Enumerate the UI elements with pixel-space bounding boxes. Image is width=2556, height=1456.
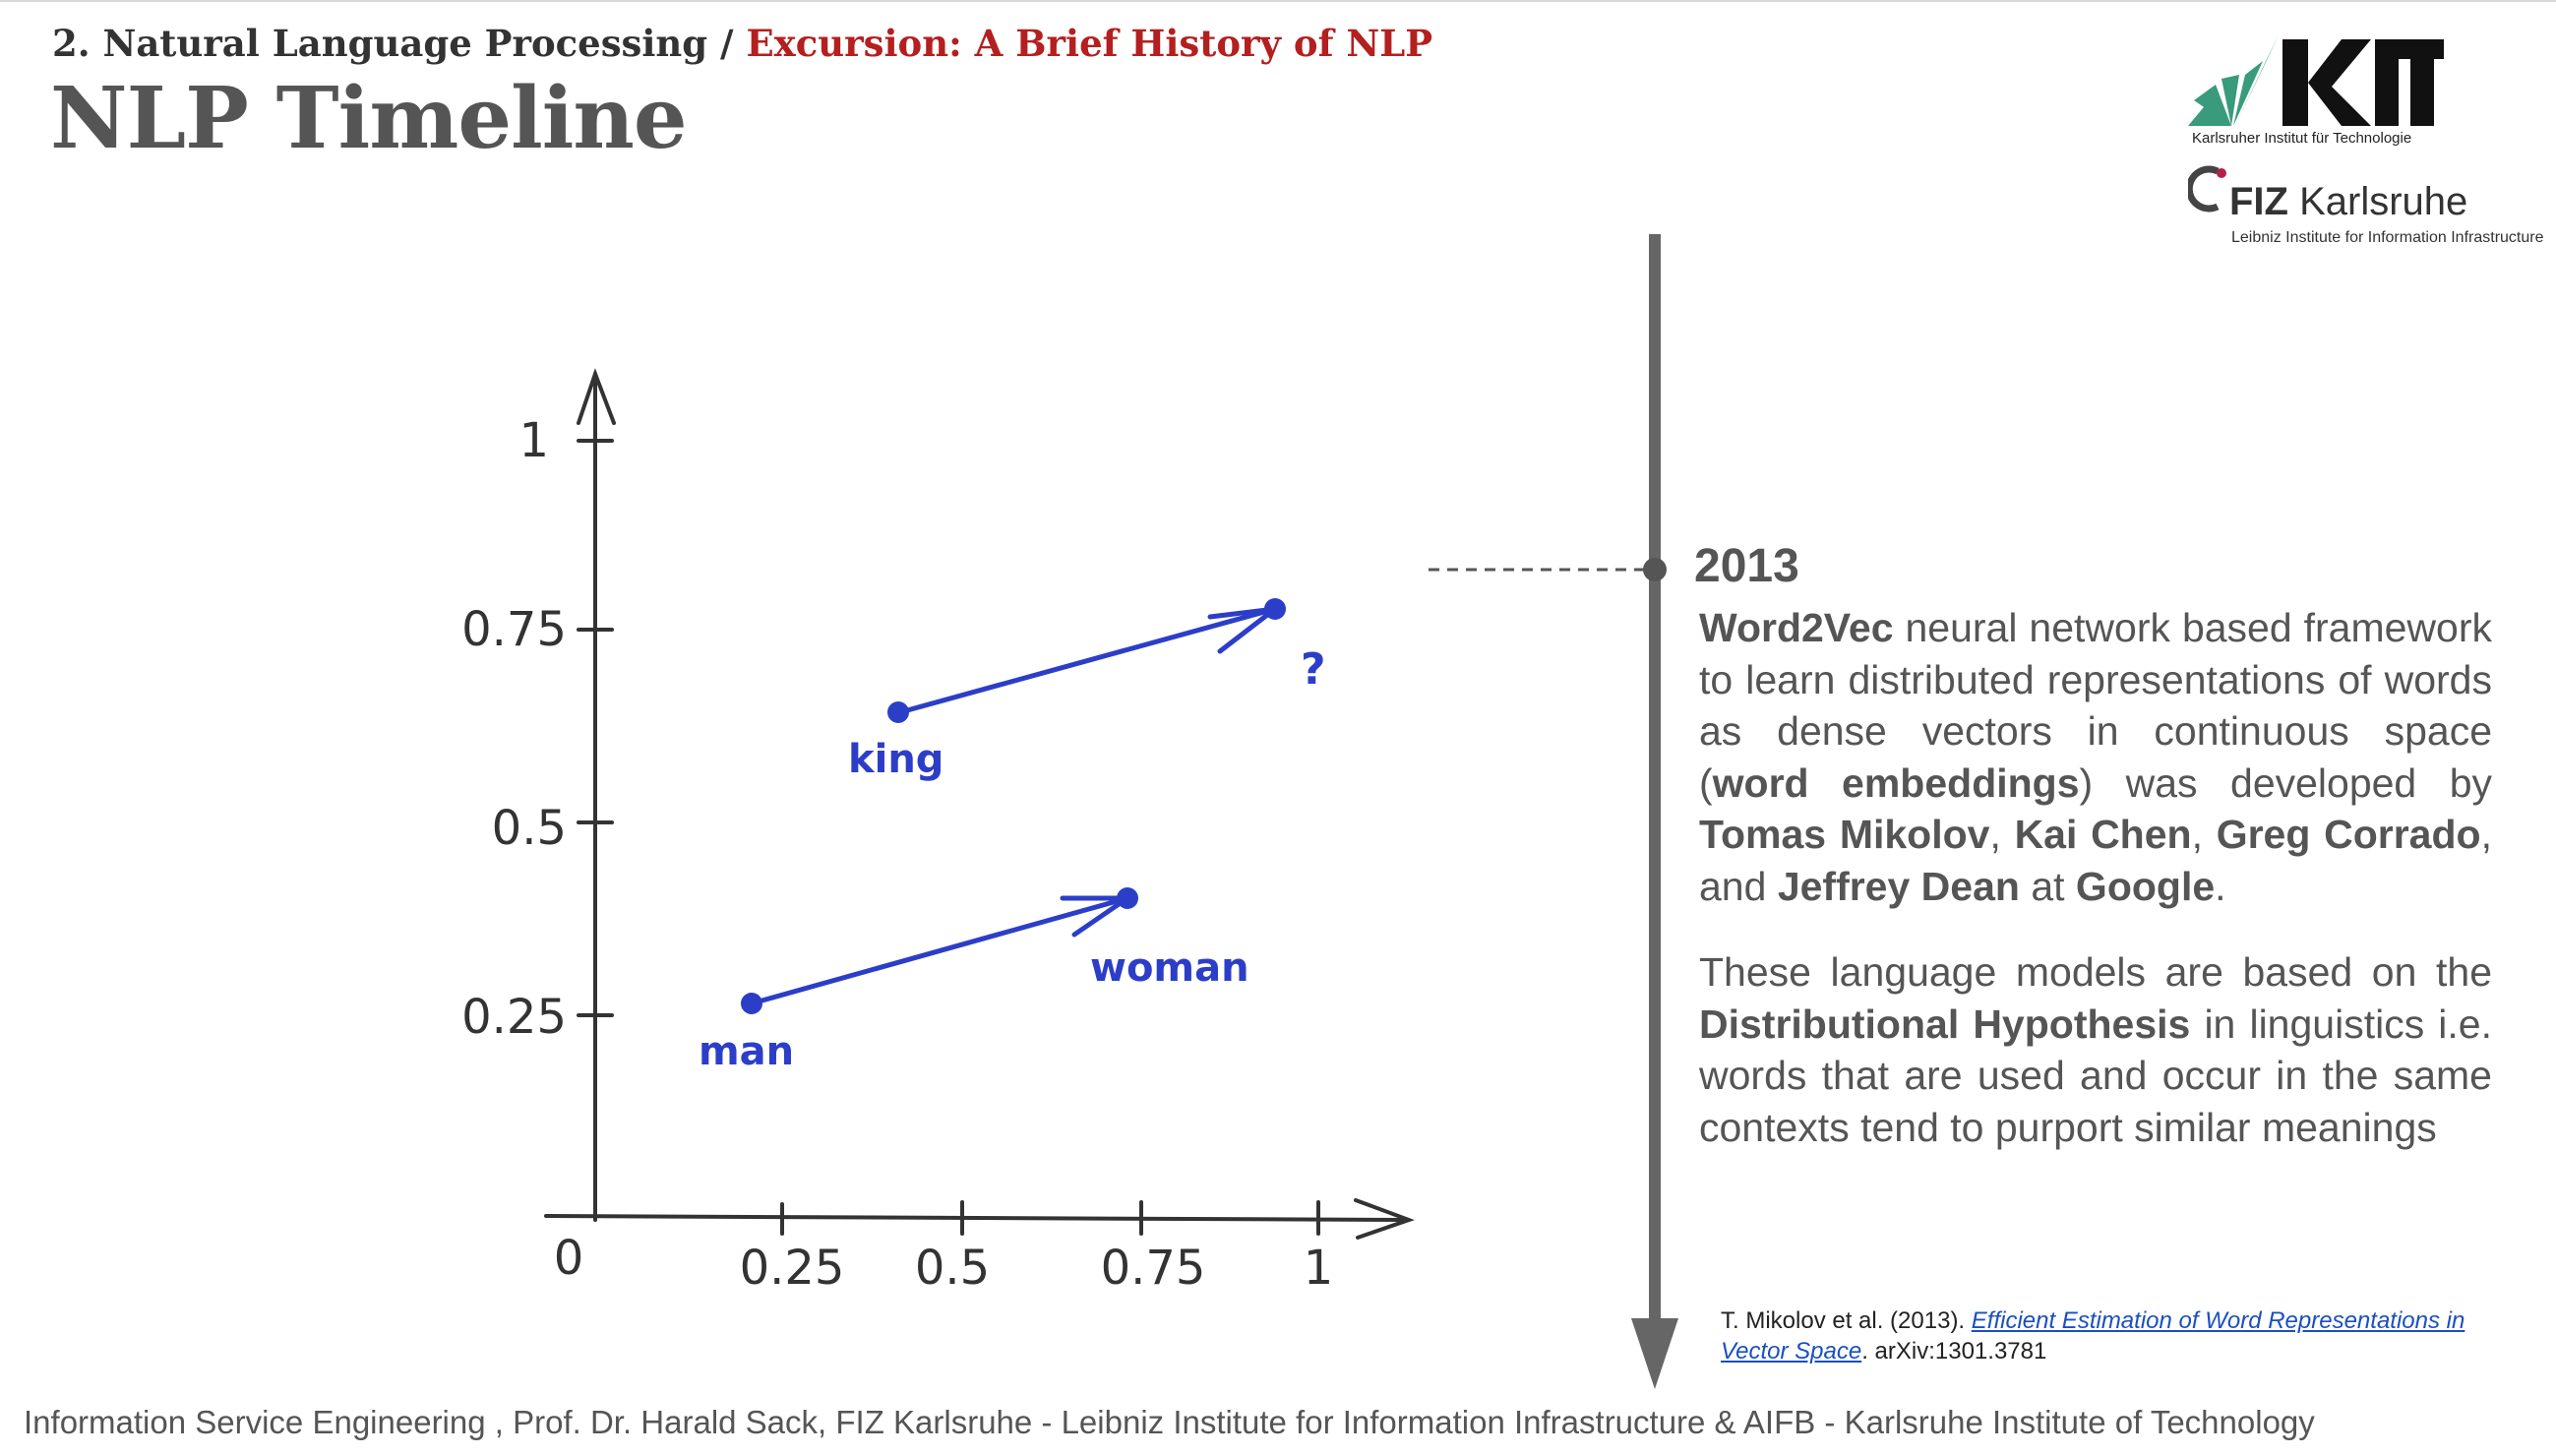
origin-label: 0 — [554, 1231, 584, 1286]
fiz-subtitle: Leibniz Institute for Information Infras… — [2231, 229, 2544, 246]
kit-logo — [2188, 35, 2444, 126]
footer: Information Service Engineering , Prof. … — [24, 1404, 2315, 1440]
x-axis — [544, 1198, 1415, 1240]
emphasis-text: Greg Corrado — [2216, 812, 2481, 857]
man-point — [741, 993, 762, 1014]
timeline-year: 2013 — [1694, 540, 1799, 592]
emphasis-text: Google — [2075, 863, 2216, 909]
king-vector-arrowhead — [1207, 606, 1278, 654]
body-text: , and — [1699, 812, 2492, 909]
y-tick-label: 0.5 — [492, 801, 567, 856]
reference: T. Mikolov et al. (2013). Efficient Esti… — [1721, 1307, 2465, 1365]
x-tick-label: 0.25 — [740, 1241, 845, 1296]
man-vector — [749, 895, 1130, 1006]
body-text: These language models are based on the — [1699, 949, 2492, 995]
timeline-arrowhead — [1631, 1318, 1678, 1389]
description-paragraph: Word2Vec neural network based framework … — [1699, 602, 2492, 912]
page-title: NLP Timeline — [50, 69, 688, 168]
king-point — [887, 701, 909, 723]
x-tick-label: 0.75 — [1101, 1241, 1206, 1296]
king-vector — [897, 606, 1278, 715]
x-tick-label: 0.5 — [915, 1241, 990, 1296]
timeline-marker — [1643, 558, 1667, 581]
query-label: ? — [1301, 644, 1326, 695]
y-tick-label: 0.25 — [461, 990, 567, 1045]
emphasis-text: Kai Chen — [2014, 812, 2192, 857]
body-text: neural network based framework to learn … — [1699, 605, 2492, 806]
top-border — [0, 0, 2556, 2]
breadcrumb-subsection: Excursion: A Brief History of NLP — [746, 22, 1433, 65]
y-tick-label: 1 — [518, 413, 549, 468]
description-paragraph: These language models are based on the D… — [1699, 946, 2492, 1153]
timeline-description: Word2Vec neural network based framework … — [1699, 602, 2492, 1153]
y-tick-label: 0.75 — [461, 602, 567, 657]
query-point — [1264, 598, 1286, 620]
body-text: , — [1989, 812, 2015, 857]
reference-link[interactable]: Efficient Estimation of Word Representat… — [1721, 1307, 2465, 1365]
body-text: at — [2019, 863, 2076, 909]
fiz-logo-text: FIZ Karlsruhe — [2229, 180, 2468, 223]
emphasis-text: Jeffrey Dean — [1777, 863, 2020, 909]
emphasis-text: Tomas Mikolov — [1699, 812, 1990, 857]
woman-label: woman — [1090, 945, 1249, 991]
body-text: in linguistics i.e. words that are used … — [1699, 1001, 2492, 1150]
body-text: ) was developed by — [2079, 759, 2492, 806]
fiz-logo-mark — [2188, 165, 2226, 212]
emphasis-text: word embeddings — [1712, 759, 2080, 806]
man-label: man — [699, 1029, 794, 1074]
x-tick-label: 1 — [1304, 1241, 1334, 1296]
y-axis — [577, 368, 616, 1222]
timeline — [1429, 234, 1678, 1389]
kit-subtitle: Karlsruher Institut für Technologie — [2192, 130, 2412, 147]
woman-point — [1117, 887, 1138, 909]
timeline-bar — [1649, 234, 1661, 1326]
king-label: king — [848, 737, 943, 782]
body-text: . — [2215, 863, 2226, 909]
emphasis-text: Word2Vec — [1699, 605, 1894, 650]
emphasis-text: Distributional Hypothesis — [1699, 1001, 2191, 1047]
breadcrumb-section: 2. Natural Language Processing / — [52, 22, 747, 65]
man-vector-arrowhead — [1060, 895, 1130, 938]
body-text: , — [2191, 812, 2217, 857]
breadcrumb: 2. Natural Language Processing / Excursi… — [52, 22, 1432, 65]
